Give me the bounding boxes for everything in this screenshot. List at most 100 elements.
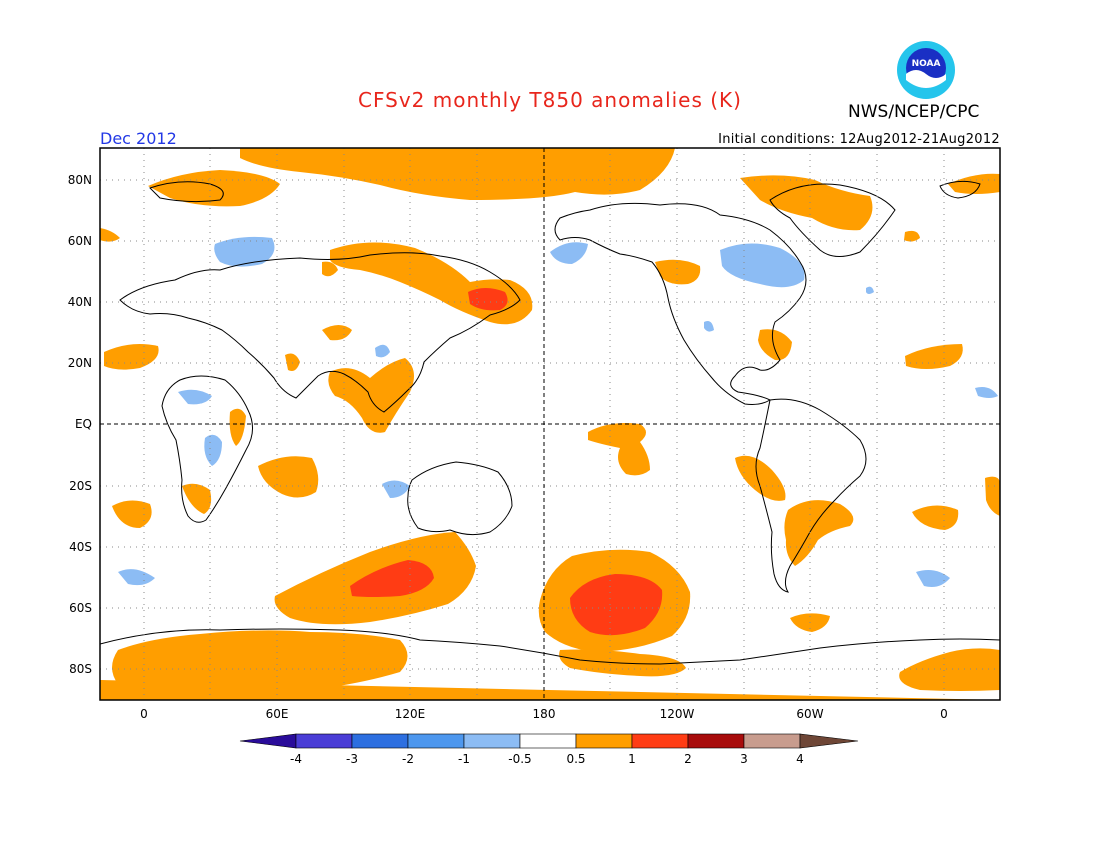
lon-label: 60W [796, 707, 823, 721]
anomaly-region-greenland [740, 175, 873, 231]
anomaly-region-s-atlantic-east [912, 505, 959, 530]
colorbar-cell [799, 733, 859, 749]
anomaly-region-kuroshio-core [468, 288, 508, 311]
lon-axis: 0 60E 120E 180 120W 60W 0 [140, 707, 948, 721]
lon-label: 0 [140, 707, 148, 721]
anomaly-region-s-africa [182, 483, 212, 514]
anomaly-region-china-neg [375, 344, 390, 358]
anomaly-region-australia-neg [382, 480, 410, 498]
colorbar-tick-label: -4 [290, 752, 302, 766]
anomaly-region-w-africa-neg-east [975, 387, 998, 398]
anomaly-region-east-edge-south [985, 476, 1000, 516]
colorbar-tick-label: 4 [796, 752, 804, 766]
colorbar-cell [407, 733, 465, 749]
colorbar-tick-label: -3 [346, 752, 358, 766]
colorbar-cell [351, 733, 409, 749]
anomaly-region-europe-neg [214, 236, 275, 267]
logo-text: NOAA [912, 59, 941, 69]
lat-label: 40N [68, 295, 92, 309]
anomaly-region-atl-neg [866, 286, 874, 294]
colorbar-tick-label: -0.5 [508, 752, 531, 766]
anomaly-region-greenland-east [904, 230, 920, 242]
anomaly-region-us-east [758, 329, 792, 361]
coastline-europe-asia [119, 252, 521, 413]
lat-label: 20S [69, 479, 92, 493]
colorbar-cell [463, 733, 521, 749]
anomaly-fill-layer [100, 148, 1000, 700]
anomaly-region-s-atlantic-east-neg [916, 570, 950, 587]
coastline-greenland [769, 183, 896, 257]
lon-label: 60E [266, 707, 289, 721]
coastline-north-america [554, 202, 807, 405]
colorbar-cell [687, 733, 745, 749]
lon-label: 120W [660, 707, 695, 721]
logo-wave [906, 70, 946, 88]
anomaly-region-se-asia [328, 358, 414, 433]
anomaly-region-argentina [784, 500, 854, 566]
anomaly-region-south-pacific-core [570, 574, 663, 636]
colorbar-tick-label: 3 [740, 752, 748, 766]
anomaly-region-tasman-core [350, 560, 434, 597]
anomaly-region-antarctic-sw [100, 680, 150, 700]
coastline-antarctica [100, 628, 1000, 665]
anomaly-region-arctic-north [240, 148, 675, 200]
anomaly-region-s-atlantic [112, 500, 152, 528]
coastline-arctic-islands [149, 181, 224, 203]
anomaly-region-central-asia [322, 261, 338, 277]
plot-frame [99, 147, 1001, 701]
colorbar-tick-label: 0.5 [566, 752, 585, 766]
anomaly-region-s-america-west [735, 455, 786, 501]
anomaly-region-n-pacific-east [655, 259, 701, 285]
colorbar-tick-label: 2 [684, 752, 692, 766]
chart-title: CFSv2 monthly T850 anomalies (K) [358, 88, 742, 112]
lat-label: EQ [75, 417, 92, 431]
anomaly-region-w-atlantic-20n [104, 344, 159, 370]
anomaly-region-africa-neg [204, 434, 222, 466]
lat-label: 40S [69, 540, 92, 554]
anomaly-region-e-africa [229, 408, 246, 446]
coastline-layer [100, 180, 1000, 665]
anomaly-region-s-atlantic-neg [118, 569, 155, 586]
colorbar-cell [239, 733, 297, 749]
lon-label: 180 [533, 707, 556, 721]
anomaly-region-west-atlantic-arctic [948, 173, 1000, 194]
lon-label: 120E [395, 707, 426, 721]
anomaly-region-alaska-neg [550, 242, 588, 264]
coastline-australia [407, 461, 513, 536]
lat-label: 80S [69, 662, 92, 676]
colorbar-cell [631, 733, 689, 749]
anomaly-region-canada-neg [720, 243, 805, 288]
colorbar-cell [575, 733, 633, 749]
colorbar-tick-label: -1 [458, 752, 470, 766]
colorbar [239, 733, 859, 749]
lat-label: 80N [68, 173, 92, 187]
noaa-logo: NOAA [897, 41, 955, 99]
anomaly-region-north-atlantic-polar [148, 170, 280, 207]
org-label: NWS/NCEP/CPC [848, 102, 980, 122]
coastline-svalbard [939, 180, 981, 199]
lat-label: 20N [68, 356, 92, 370]
lat-label: 60S [69, 601, 92, 615]
anomaly-region-s-indian-ocean [258, 456, 319, 498]
colorbar-tick-label: -2 [402, 752, 414, 766]
colorbar-ticks: -4 -3 -2 -1 -0.5 0.5 1 2 3 4 [290, 752, 804, 766]
initial-conditions-label: Initial conditions: 12Aug2012-21Aug2012 [718, 132, 1000, 147]
anomaly-region-tibet [322, 325, 352, 341]
anomaly-region-trop-pacific [588, 423, 650, 476]
coastline-africa [161, 375, 253, 523]
anomaly-region-india [285, 353, 300, 371]
lon-label: 0 [940, 707, 948, 721]
colorbar-tick-label: 1 [628, 752, 636, 766]
anomaly-region-antarctic-indian [112, 630, 408, 694]
anomaly-region-sahara-neg [178, 389, 212, 405]
anomaly-region-pacific-neg [704, 321, 714, 332]
colorbar-cell [295, 733, 353, 749]
colorbar-cell [519, 733, 577, 749]
valid-month-label: Dec 2012 [100, 129, 177, 148]
lat-axis: 80N 60N 40N 20N EQ 20S 40S 60S 80S [68, 173, 92, 676]
lat-label: 60N [68, 234, 92, 248]
colorbar-cell [743, 733, 801, 749]
anomaly-region-west-edge [100, 228, 120, 242]
anomaly-region-east-atlantic-20n [905, 344, 963, 369]
